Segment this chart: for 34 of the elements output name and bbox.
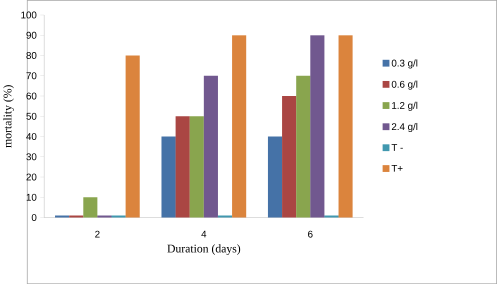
bar bbox=[161, 136, 176, 218]
y-tick-label: 70 bbox=[26, 72, 36, 80]
legend-label: 1.2 g/l bbox=[392, 102, 418, 111]
bar bbox=[176, 116, 190, 218]
y-tick-label: 40 bbox=[26, 133, 36, 140]
bar bbox=[190, 116, 204, 218]
y-tick-label: 80 bbox=[26, 52, 36, 59]
bar bbox=[83, 197, 98, 218]
y-tick-label: 30 bbox=[26, 153, 36, 160]
x-tick-label: 6 bbox=[308, 230, 313, 238]
legend-label: 0.6 g/l bbox=[392, 80, 418, 90]
bar bbox=[268, 136, 282, 218]
x-tick-label: 4 bbox=[201, 230, 206, 238]
x-tick-label: 2 bbox=[95, 230, 100, 238]
legend-label: T+ bbox=[392, 164, 403, 172]
y-tick-label: 100 bbox=[21, 11, 36, 18]
y-tick-label: 90 bbox=[26, 32, 36, 39]
legend-label: 0.3 g/l bbox=[392, 59, 418, 68]
bar bbox=[204, 76, 218, 218]
bar bbox=[310, 35, 324, 218]
legend-label: T - bbox=[392, 144, 403, 151]
bar bbox=[338, 35, 353, 218]
y-tick-label: 20 bbox=[26, 174, 36, 180]
bar bbox=[296, 76, 310, 218]
x-axis-title: Duration (days) bbox=[167, 244, 240, 255]
y-axis-title: mortality (%) bbox=[3, 85, 14, 148]
bar bbox=[232, 35, 246, 218]
legend-label: 2.4 g/l bbox=[392, 122, 418, 132]
bar bbox=[282, 96, 296, 218]
bar bbox=[126, 55, 140, 218]
y-tick-label: 60 bbox=[26, 92, 36, 100]
y-tick-label: 50 bbox=[26, 112, 36, 120]
y-tick-label: 10 bbox=[26, 194, 36, 201]
y-tick-label: 0 bbox=[32, 214, 36, 221]
